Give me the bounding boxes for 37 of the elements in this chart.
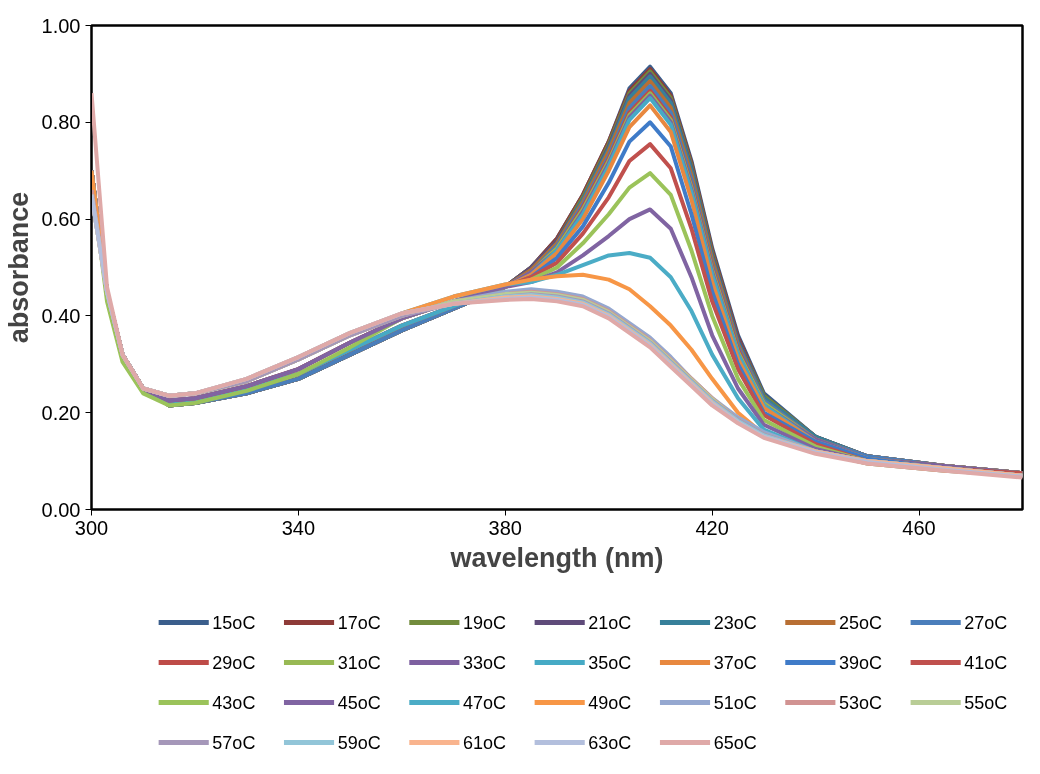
legend-label: 25oC (838, 612, 883, 633)
legend-label: 53oC (838, 692, 883, 713)
legend-label: 65oC (713, 732, 757, 753)
x-tick-label: 380 (488, 516, 522, 539)
legend-label: 35oC (588, 652, 632, 673)
x-tick-label: 340 (281, 516, 316, 539)
legend-label: 47oC (463, 692, 507, 713)
legend-label: 17oC (337, 612, 381, 633)
legend-label: 37oC (713, 652, 757, 673)
legend-label: 43oC (212, 692, 256, 713)
y-tick-label: 0.40 (41, 304, 81, 327)
legend-label: 45oC (337, 692, 381, 713)
legend-label: 33oC (463, 652, 507, 673)
legend-label: 29oC (212, 652, 256, 673)
legend-label: 27oC (964, 612, 1008, 633)
legend-label: 15oC (212, 612, 256, 633)
legend-label: 39oC (838, 652, 883, 673)
y-tick-label: 1.00 (41, 14, 81, 37)
x-tick-label: 460 (902, 516, 936, 539)
legend-label: 31oC (337, 652, 381, 673)
legend-label: 23oC (713, 612, 757, 633)
legend-label: 61oC (463, 732, 507, 753)
y-tick-label: 0.80 (41, 111, 81, 134)
legend-label: 63oC (588, 732, 632, 753)
y-tick-label: 0.60 (41, 208, 81, 231)
y-axis-title: absorbance (3, 191, 34, 344)
legend-label: 59oC (337, 732, 381, 753)
legend-label: 57oC (212, 732, 256, 753)
legend-label: 49oC (588, 692, 632, 713)
legend-label: 41oC (964, 652, 1008, 673)
legend-label: 21oC (588, 612, 632, 633)
x-axis-title: wavelength (nm) (449, 542, 664, 573)
y-tick-label: 0.20 (41, 401, 81, 424)
legend-label: 51oC (713, 692, 757, 713)
legend-label: 19oC (463, 612, 507, 633)
x-tick-label: 420 (695, 516, 729, 539)
legend-label: 55oC (964, 692, 1008, 713)
